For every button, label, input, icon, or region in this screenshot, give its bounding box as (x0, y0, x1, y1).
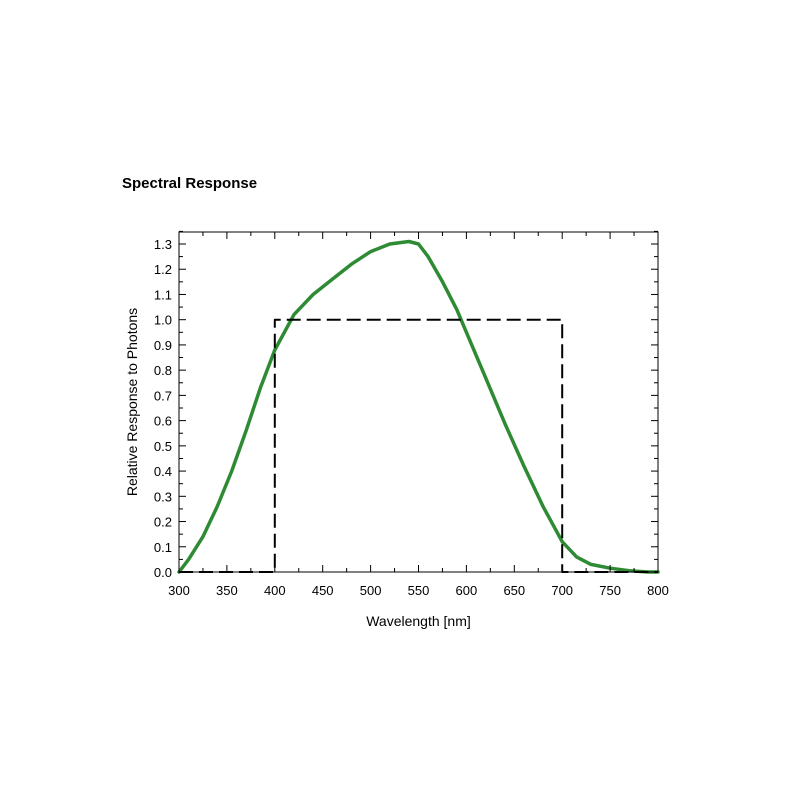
y-tick-label: 1.3 (154, 237, 172, 252)
y-tick-label: 1.1 (154, 287, 172, 302)
tick-labels: 300 350 400 450 500 550 600 650 700 750 800 0.0 0.1 0… (154, 237, 669, 598)
x-axis-title: Wavelength [nm] (366, 613, 471, 629)
x-tick-label: 550 (408, 583, 430, 598)
plot-marks (177, 239, 660, 574)
plot-frame (178, 231, 659, 573)
x-tick-label: 700 (551, 583, 573, 598)
y-tick-label: 0.2 (154, 515, 172, 530)
y-tick-label: 0.1 (154, 540, 172, 555)
y-tick-label: 1.0 (154, 313, 172, 328)
y-tick-label: 0.7 (154, 388, 172, 403)
x-tick-label: 500 (360, 583, 382, 598)
x-tick-label: 450 (312, 583, 334, 598)
y-tick-label: 0.5 (154, 439, 172, 454)
y-tick-label: 0.3 (154, 489, 172, 504)
x-tick-label: 300 (168, 583, 190, 598)
y-tick-label: 1.2 (154, 262, 172, 277)
ideal-band-dashed-line (179, 318, 658, 573)
page-title: Spectral Response (122, 175, 258, 192)
y-axis-title: Relative Response to Photons (124, 308, 140, 496)
y-tick-label: 0.8 (154, 363, 172, 378)
x-tick-label: 750 (599, 583, 621, 598)
x-tick-label: 650 (503, 583, 525, 598)
y-tick-label: 0.0 (154, 565, 172, 580)
spectral-response-curve (177, 239, 660, 574)
x-tick-label: 350 (216, 583, 238, 598)
x-tick-label: 600 (456, 583, 478, 598)
axis-ticks (178, 230, 659, 573)
y-tick-label: 0.4 (154, 464, 172, 479)
y-tick-label: 0.9 (154, 338, 172, 353)
x-tick-label: 800 (647, 583, 669, 598)
y-tick-label: 0.6 (154, 414, 172, 429)
x-tick-label: 400 (264, 583, 286, 598)
